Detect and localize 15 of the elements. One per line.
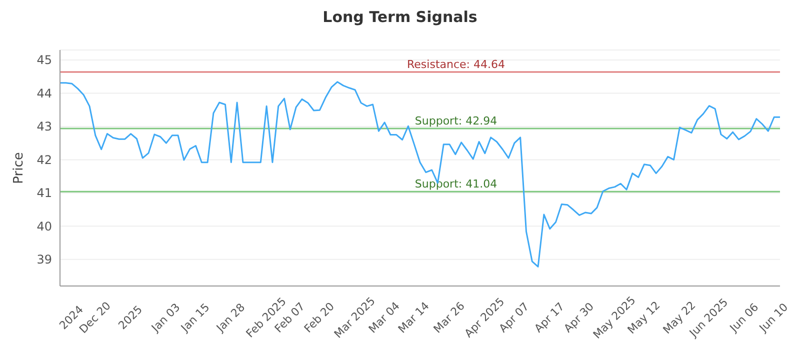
y-tick-label: 45 <box>36 53 52 68</box>
x-tick-label: Jun 10 <box>756 300 791 336</box>
x-tick-label: Jan 15 <box>178 300 212 336</box>
y-tick-label: 41 <box>36 186 52 200</box>
y-tick-label: 40 <box>36 219 52 234</box>
y-axis-title: Price <box>12 152 27 184</box>
ref-line-label: Resistance: 44.64 <box>407 58 505 71</box>
line-series <box>59 81 781 268</box>
ref-line-label: Support: 41.04 <box>414 178 498 191</box>
ref-line-label: Support: 42.94 <box>414 114 498 128</box>
y-tick-label: 44 <box>36 86 52 100</box>
y-tick-label: 43 <box>36 120 52 134</box>
chart-title: Long Term Signals <box>322 8 478 28</box>
y-tick-label: 42 <box>36 152 52 167</box>
y-tick-label: 39 <box>36 252 52 267</box>
